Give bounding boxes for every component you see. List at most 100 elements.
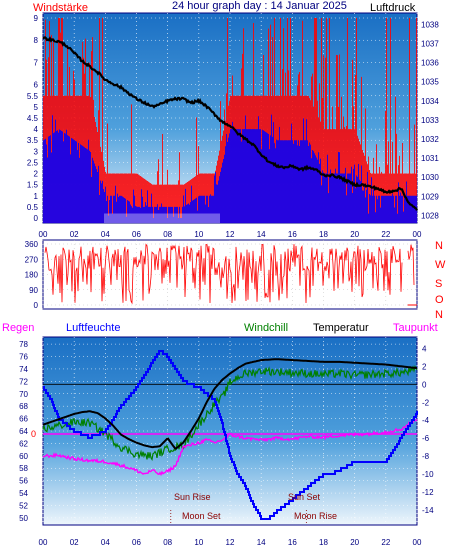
humidity-ytick-label: 68 xyxy=(19,402,28,411)
legend-windchill: Windchill xyxy=(244,322,288,334)
pressure-ytick-label: 1036 xyxy=(421,59,439,68)
humidity-ytick-label: 72 xyxy=(19,377,28,386)
pressure-ytick-label: 1038 xyxy=(421,20,439,29)
temperature-ytick-label: -2 xyxy=(422,398,430,407)
temperature-grid xyxy=(42,337,418,525)
sun-set-label: Sun Set xyxy=(288,492,321,502)
direction-ytick-label: 360 xyxy=(25,240,39,249)
pressure-ytick-label: 1031 xyxy=(421,154,439,163)
temperature-ytick-label: 4 xyxy=(422,344,427,353)
dewpoint-line xyxy=(42,418,418,477)
wind-ytick-label: 4.5 xyxy=(27,114,39,123)
legend-luftfeuchte: Luftfeuchte xyxy=(66,322,120,334)
wind-ytick-label: 3 xyxy=(34,147,39,156)
humidity-ytick-label: 58 xyxy=(19,464,28,473)
p3-xtick-label: 08 xyxy=(163,538,172,547)
p3-xtick-label: 06 xyxy=(132,538,141,547)
p1-xtick-label: 06 xyxy=(132,230,141,239)
temperature-ticks: 50 52 54 56 58 60 62 64 66 68 70 72 74 76 78 -14 -12 -10 -… xyxy=(19,340,434,547)
moon-rise-label: Moon Rise xyxy=(294,511,337,521)
pressure-ytick-label: 1030 xyxy=(421,173,439,182)
temperature-series xyxy=(42,350,418,520)
wind-ytick-label: 9 xyxy=(34,14,39,23)
humidity-ytick-label: 62 xyxy=(19,439,28,448)
wind-ytick-label: 4 xyxy=(34,125,39,134)
p3-xtick-label: 16 xyxy=(288,538,297,547)
compass-n-top: N xyxy=(435,240,443,252)
wind-calm-fill xyxy=(104,213,220,223)
p1-xtick-label: 16 xyxy=(288,230,297,239)
pressure-line xyxy=(42,36,418,211)
astronomy-annotations: Sun Rise Sun Set Moon Set Moon Rise xyxy=(170,492,337,525)
humidity-ytick-label: 76 xyxy=(19,353,28,362)
wind-ytick-label: 5 xyxy=(34,103,39,112)
p3-xtick-label: 02 xyxy=(70,538,79,547)
humidity-ytick-label: 50 xyxy=(19,514,28,523)
wind-ytick-label: 2.5 xyxy=(27,158,39,167)
temperature-ytick-label: -14 xyxy=(422,506,434,515)
direction-ytick-label: 0 xyxy=(34,301,39,310)
p3-xtick-label: 04 xyxy=(101,538,110,547)
pressure-ytick-label: 1032 xyxy=(421,135,439,144)
wind-ytick-label: 0.5 xyxy=(27,203,39,212)
wind-ytick-label: 3.5 xyxy=(27,136,39,145)
wind-pressure-ticks: 0 0.5 1 1.5 2 2.5 3 3.5 4 4.5 5 5.5 6 7 8 9 1028 1029 1030… xyxy=(27,14,439,239)
p3-xtick-label: 00 xyxy=(413,538,422,547)
compass-s: S xyxy=(435,278,442,290)
wind-ytick-label: 0 xyxy=(34,214,39,223)
temperature-ytick-label: -12 xyxy=(422,488,434,497)
legend-regen: Regen xyxy=(2,322,34,334)
wind-ytick-label: 2 xyxy=(34,170,39,179)
direction-ytick-label: 180 xyxy=(25,271,39,280)
regen-zero-label: 0 xyxy=(31,429,36,439)
temperature-line xyxy=(42,358,418,450)
humidity-ytick-label: 66 xyxy=(19,415,28,424)
humidity-ytick-label: 56 xyxy=(19,477,28,486)
humidity-ytick-label: 52 xyxy=(19,501,28,510)
wind-ytick-label: 7 xyxy=(34,58,39,67)
temperature-ytick-label: -6 xyxy=(422,434,430,443)
wind-ytick-label: 8 xyxy=(34,36,39,45)
p1-xtick-label: 20 xyxy=(350,230,359,239)
temperature-ytick-label: -10 xyxy=(422,470,434,479)
direction-ytick-label: 90 xyxy=(29,286,38,295)
wind-ytick-label: 6 xyxy=(34,81,39,90)
p1-xtick-label: 04 xyxy=(101,230,110,239)
chart-title-right: Luftdruck xyxy=(370,2,416,14)
legend-taupunkt: Taupunkt xyxy=(393,322,438,334)
pressure-ytick-label: 1028 xyxy=(421,211,439,220)
p3-xtick-label: 00 xyxy=(39,538,48,547)
humidity-ytick-label: 54 xyxy=(19,489,28,498)
p1-xtick-label: 12 xyxy=(226,230,235,239)
wind-pressure-series xyxy=(42,18,418,223)
chart-title-center: 24 hour graph day : 14 Januar 2025 xyxy=(172,0,347,12)
p3-xtick-label: 20 xyxy=(350,538,359,547)
wind-ytick-label: 5.5 xyxy=(27,92,39,101)
wind-direction-plot-area xyxy=(42,239,418,310)
p3-xtick-label: 14 xyxy=(257,538,266,547)
wind-direction-line xyxy=(44,243,415,305)
pressure-ytick-label: 1035 xyxy=(421,78,439,87)
temperature-ytick-label: 2 xyxy=(422,362,427,371)
temperature-ytick-label: -4 xyxy=(422,416,430,425)
pressure-ytick-label: 1029 xyxy=(421,192,439,201)
compass-o: O xyxy=(435,294,444,306)
humidity-ytick-label: 78 xyxy=(19,340,28,349)
compass-labels: N W S O N xyxy=(435,240,446,321)
p3-xtick-label: 12 xyxy=(226,538,235,547)
humidity-ytick-label: 64 xyxy=(19,427,28,436)
humidity-line xyxy=(43,350,418,520)
pressure-ytick-label: 1033 xyxy=(421,116,439,125)
humidity-ytick-label: 70 xyxy=(19,390,28,399)
p1-xtick-label: 08 xyxy=(163,230,172,239)
wind-avg-bars xyxy=(43,114,417,223)
p1-xtick-label: 10 xyxy=(194,230,203,239)
humidity-ytick-label: 60 xyxy=(19,452,28,461)
p1-xtick-label: 00 xyxy=(413,230,422,239)
compass-w: W xyxy=(435,259,446,271)
p1-xtick-label: 22 xyxy=(381,230,390,239)
temperature-ytick-label: -8 xyxy=(422,452,430,461)
direction-ytick-label: 270 xyxy=(25,255,39,264)
temperature-ytick-label: 0 xyxy=(422,380,427,389)
